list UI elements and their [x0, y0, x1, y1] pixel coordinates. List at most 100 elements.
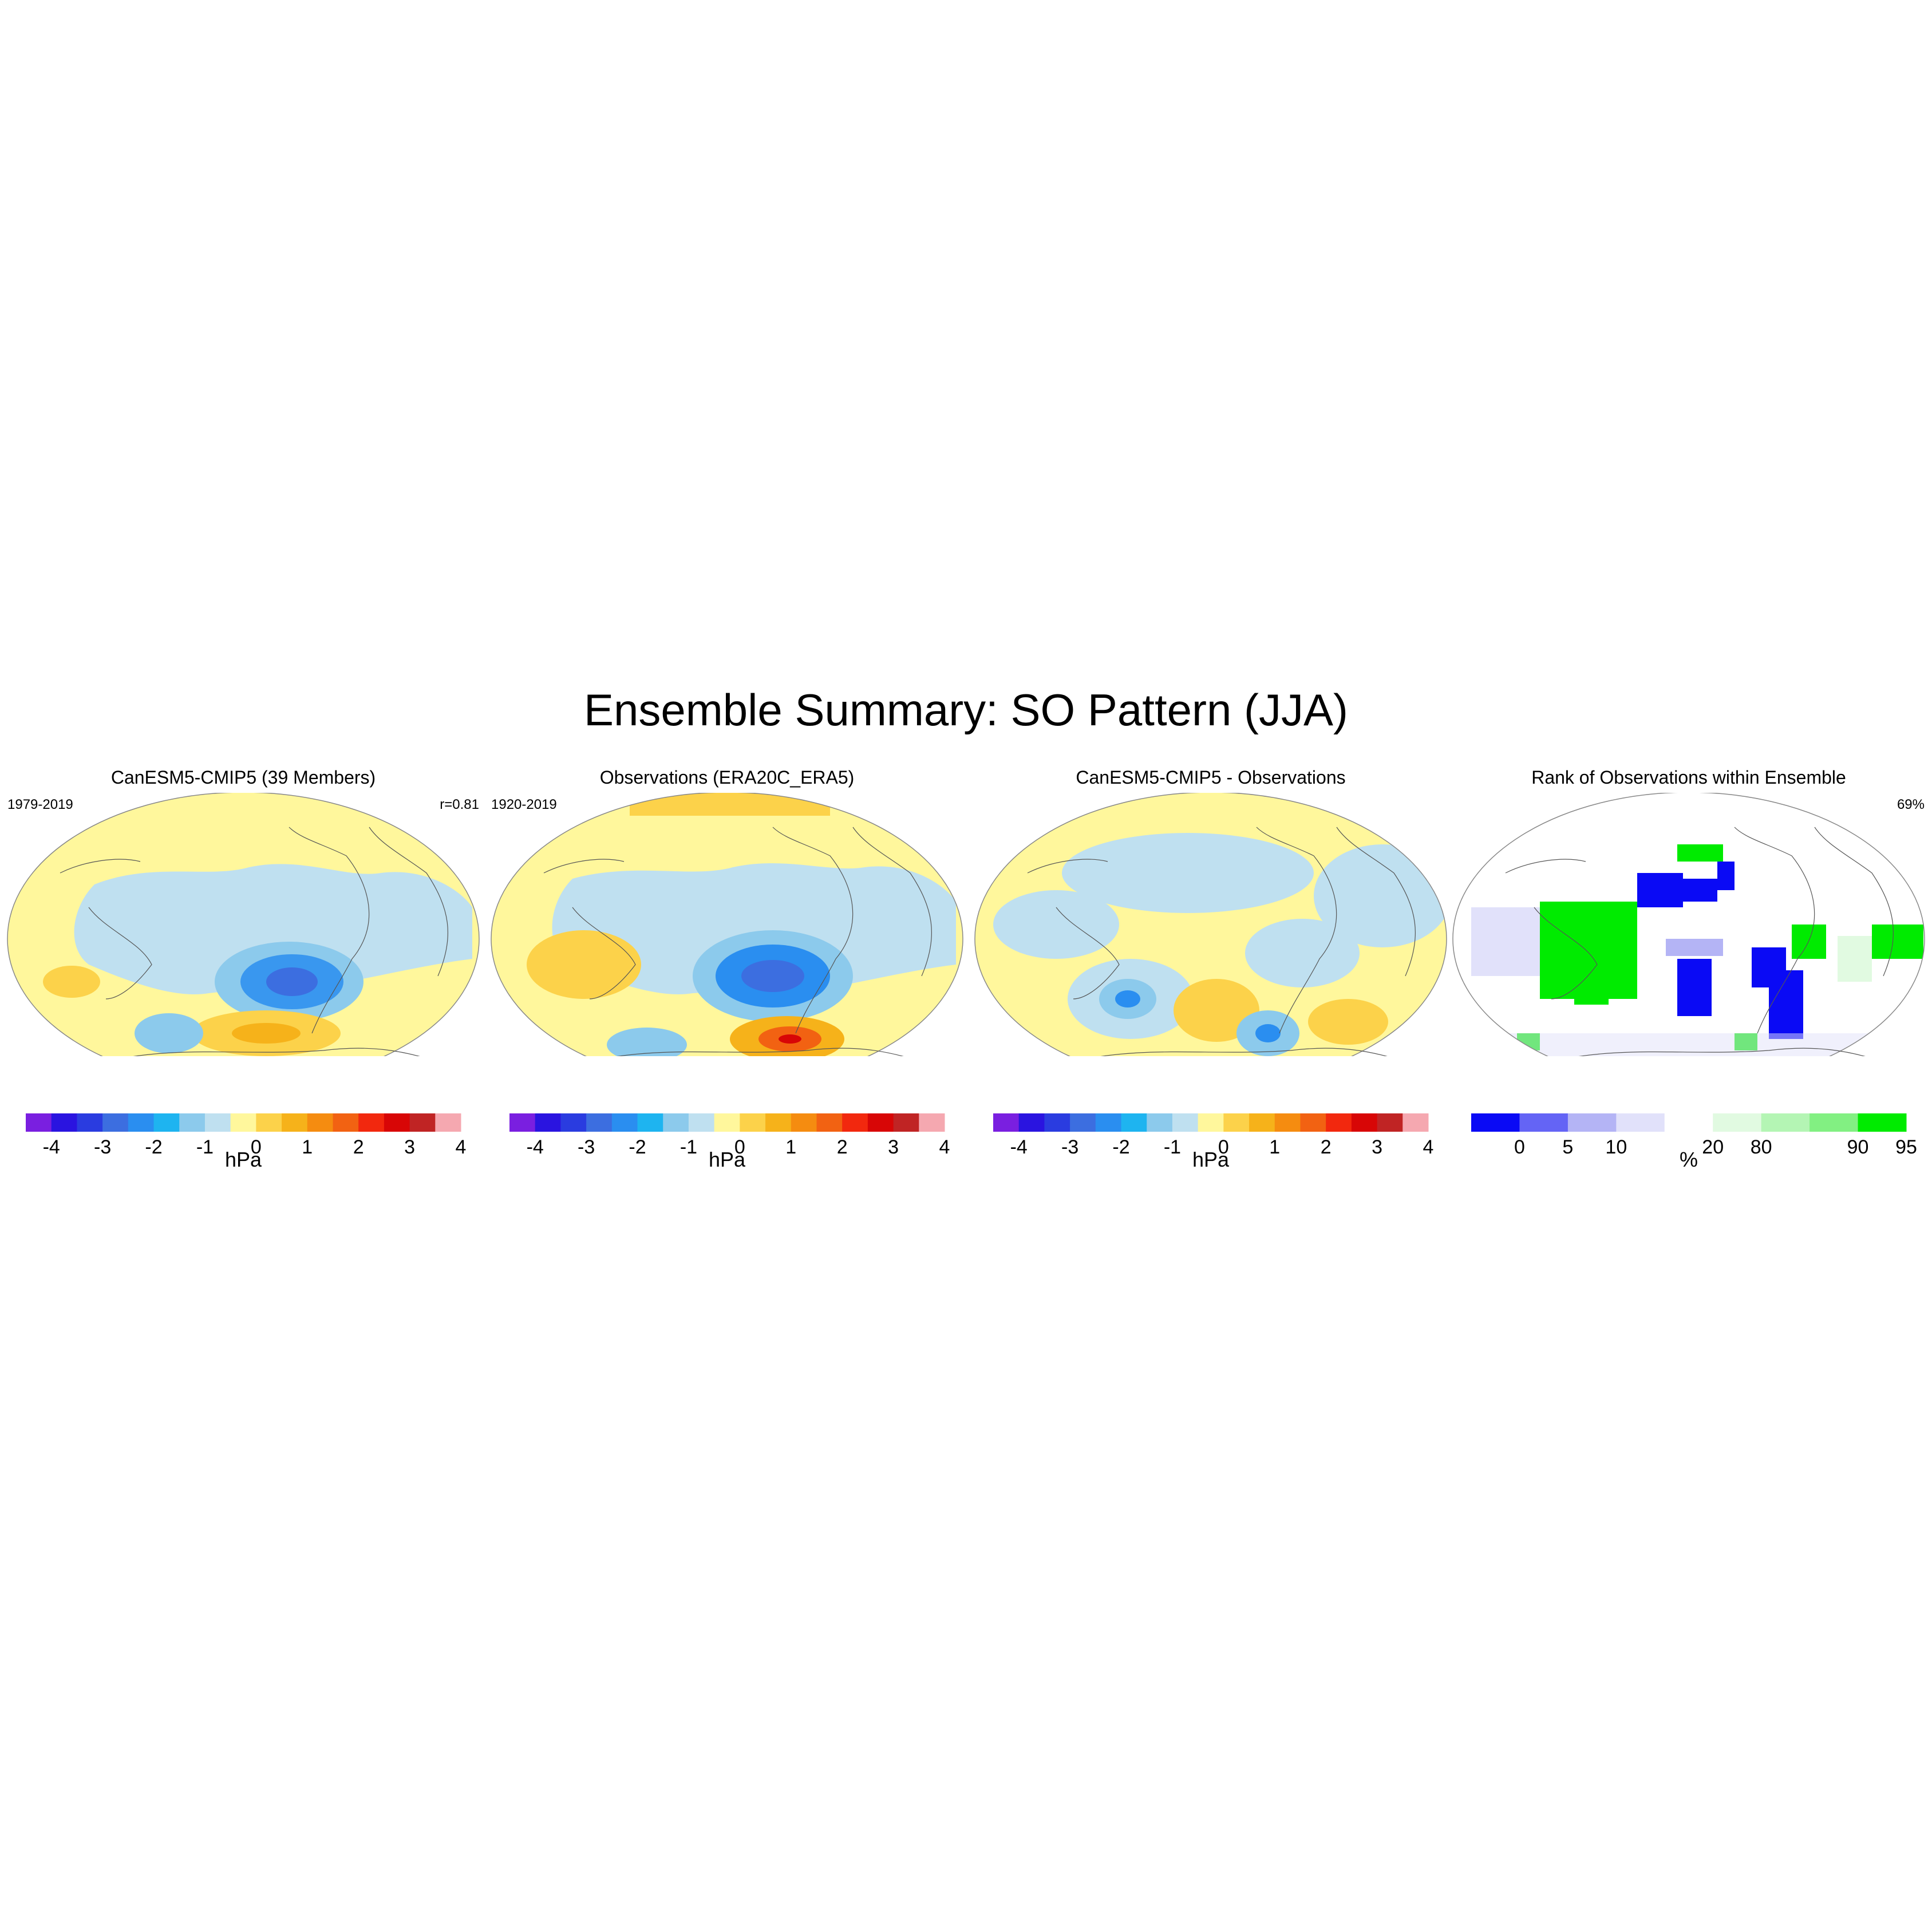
- colorbar-swatch: [509, 1113, 536, 1132]
- colorbar-tick-label: -1: [196, 1136, 214, 1158]
- colorbar-tick-label: 0: [1218, 1136, 1229, 1158]
- colorbar-swatch: [560, 1113, 587, 1132]
- colorbar-hpa: -4 -3 -2 -1 0 1 2 3 4: [993, 1113, 1434, 1158]
- colorbar-swatch: [535, 1113, 561, 1132]
- colorbar-tick-label: 10: [1605, 1136, 1627, 1158]
- colorbar-swatch: [1519, 1113, 1568, 1132]
- panel-observed-pattern: Observations (ERA20C_ERA5) 1920-2019 -4-…: [487, 767, 967, 1179]
- panel-title: Observations (ERA20C_ERA5): [599, 767, 855, 788]
- colorbar-swatch: [1147, 1113, 1173, 1132]
- colorbar-tick-label: 90: [1847, 1136, 1869, 1158]
- colorbar-tick-label: 5: [1562, 1136, 1573, 1158]
- colorbar-swatch: [384, 1113, 410, 1132]
- colorbar-swatch: [637, 1113, 663, 1132]
- colorbar-swatch: [1044, 1113, 1070, 1132]
- map-difference: [974, 793, 1447, 1056]
- correlation-label: r=0.81: [440, 797, 479, 812]
- colorbar-swatch: [1172, 1113, 1199, 1132]
- colorbar-tick-label: -4: [1010, 1136, 1028, 1158]
- colorbar-swatch: [1713, 1113, 1762, 1132]
- colorbar-tick-label: 4: [456, 1136, 467, 1158]
- colorbar-swatch: [1249, 1113, 1275, 1132]
- colorbar-swatch: [1198, 1113, 1224, 1132]
- colorbar-swatch: [893, 1113, 919, 1132]
- colorbar-tick-label: -3: [1061, 1136, 1078, 1158]
- colorbar-swatch: [204, 1113, 231, 1132]
- colorbar-swatch: [867, 1113, 894, 1132]
- colorbar-swatch: [1567, 1113, 1617, 1132]
- colorbar-swatch: [1300, 1113, 1326, 1132]
- colorbar-tick-label: 3: [888, 1136, 899, 1158]
- colorbar-tick-label: 95: [1895, 1136, 1917, 1158]
- colorbar-tick-label: -1: [680, 1136, 697, 1158]
- colorbar-swatch: [1471, 1113, 1520, 1132]
- colorbar-tick-label: -4: [43, 1136, 60, 1158]
- map-observed-pattern: [491, 793, 963, 1056]
- colorbar-swatch: [1377, 1113, 1403, 1132]
- colorbar-swatch: [128, 1113, 155, 1132]
- colorbar-swatch: [358, 1113, 385, 1132]
- colorbar-swatch: [102, 1113, 129, 1132]
- colorbar-rank: 051020809095100: [1471, 1113, 1917, 1158]
- colorbar-tick-label: 1: [302, 1136, 313, 1158]
- colorbar-swatch: [663, 1113, 689, 1132]
- colorbar-swatch: [791, 1113, 817, 1132]
- colorbar-swatch: [1018, 1113, 1045, 1132]
- colorbar-tick-label: 4: [1423, 1136, 1434, 1158]
- colorbar-swatch: [1326, 1113, 1352, 1132]
- colorbar-tick-label: -3: [94, 1136, 111, 1158]
- colorbar-swatch: [256, 1113, 282, 1132]
- colorbar-tick-label: 20: [1702, 1136, 1724, 1158]
- period-label: 1920-2019: [491, 797, 557, 812]
- colorbar-swatch: [1664, 1113, 1713, 1132]
- colorbar-swatch: [765, 1113, 792, 1132]
- colorbar-tick-label: 0: [251, 1136, 262, 1158]
- colorbar-tick-label: -2: [145, 1136, 162, 1158]
- colorbar-swatch: [740, 1113, 766, 1132]
- colorbar-tick-label: 4: [939, 1136, 950, 1158]
- colorbar-tick-label: 2: [353, 1136, 364, 1158]
- colorbar-swatch: [611, 1113, 638, 1132]
- colorbar-swatch: [51, 1113, 77, 1132]
- panel-title: CanESM5-CMIP5 - Observations: [1076, 767, 1346, 788]
- colorbar-tick-label: 0: [734, 1136, 745, 1158]
- colorbar-swatch: [714, 1113, 740, 1132]
- colorbar-swatch: [1070, 1113, 1096, 1132]
- colorbar-swatch: [179, 1113, 206, 1132]
- colorbar-swatch: [919, 1113, 945, 1132]
- colorbar-tick-label: 3: [1372, 1136, 1382, 1158]
- colorbar-tick-label: 1: [1269, 1136, 1280, 1158]
- colorbar-swatch: [26, 1113, 52, 1132]
- colorbar-units: hPa: [224, 1148, 262, 1171]
- colorbar-swatch: [1223, 1113, 1250, 1132]
- colorbar-tick-label: -3: [578, 1136, 595, 1158]
- colorbar-tick-label: 80: [1751, 1136, 1772, 1158]
- colorbar-swatch: [1858, 1113, 1907, 1132]
- colorbar-swatch: [816, 1113, 843, 1132]
- colorbar-units: %: [1679, 1148, 1698, 1171]
- colorbar-tick-label: -2: [629, 1136, 646, 1158]
- panel-title: Rank of Observations within Ensemble: [1531, 767, 1846, 788]
- period-label: 1979-2019: [7, 797, 73, 812]
- panel-model-pattern: CanESM5-CMIP5 (39 Members) 1979-2019 r=0…: [3, 767, 484, 1179]
- colorbar-swatch: [230, 1113, 256, 1132]
- rank-percent-label: 69%: [1897, 797, 1925, 812]
- colorbar-tick-label: -2: [1112, 1136, 1129, 1158]
- colorbar-swatch: [1121, 1113, 1147, 1132]
- colorbar-swatch: [1809, 1113, 1859, 1132]
- colorbar-tick-label: 0: [1514, 1136, 1525, 1158]
- colorbar-swatch: [1402, 1113, 1429, 1132]
- colorbar-hpa: -4 -3 -2 -1 0 1 2 3 4: [509, 1113, 950, 1158]
- colorbar-swatch: [153, 1113, 180, 1132]
- colorbar-units: hPa: [1192, 1148, 1230, 1171]
- colorbar-hpa: -4 -3 -2 -1 0 1 2 3 4: [26, 1113, 467, 1158]
- colorbar-units: hPa: [708, 1148, 746, 1171]
- colorbar-swatch: [993, 1113, 1020, 1132]
- colorbar-swatch: [409, 1113, 436, 1132]
- colorbar-swatch: [1274, 1113, 1301, 1132]
- colorbar-swatch: [842, 1113, 868, 1132]
- colorbar-swatch: [435, 1113, 461, 1132]
- figure-title: Ensemble Summary: SO Pattern (JJA): [583, 685, 1349, 735]
- colorbar-tick-label: 2: [1321, 1136, 1332, 1158]
- panel-rank: Rank of Observations within Ensemble 69%: [1448, 767, 1929, 1179]
